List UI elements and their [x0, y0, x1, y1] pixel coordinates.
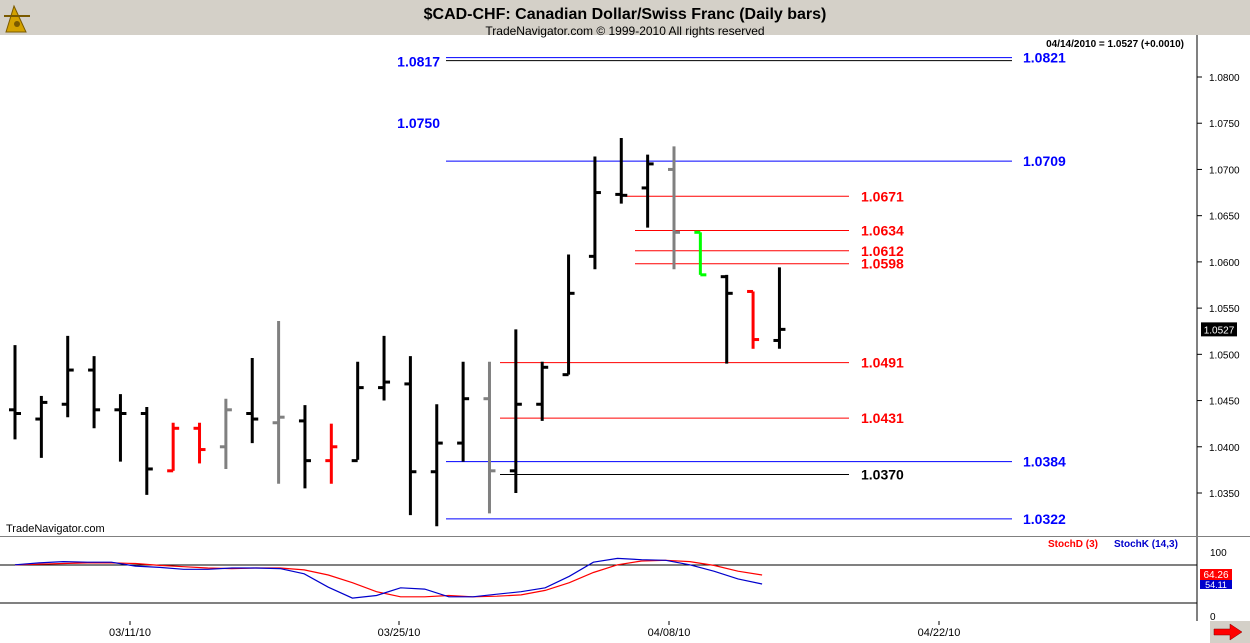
price-tick-label: 1.0800 [1209, 73, 1240, 84]
date-tick-label: 04/08/10 [648, 627, 691, 639]
date-axis-panel [0, 621, 1210, 643]
level-label: 1.0821 [1023, 50, 1066, 66]
main-panel [0, 35, 1197, 536]
level-label: 1.0384 [1023, 454, 1066, 470]
scroll-right-arrow-icon[interactable] [1210, 623, 1250, 643]
last-price-label: 1.0527 [1204, 325, 1235, 336]
level-label: 1.0370 [861, 467, 904, 483]
level-label: 1.0491 [861, 355, 904, 371]
price-tick-label: 1.0450 [1209, 397, 1240, 408]
level-label: 1.0709 [1023, 153, 1066, 169]
level-label: 1.0431 [861, 410, 904, 426]
price-tick-label: 1.0550 [1209, 304, 1240, 315]
price-bars [9, 138, 786, 527]
level-label: 1.0817 [397, 53, 440, 69]
level-label: 1.0634 [861, 222, 904, 238]
last-price-box [1201, 322, 1237, 337]
price-tick-label: 1.0750 [1209, 119, 1240, 130]
stoch-d-line [14, 559, 763, 598]
level-lines: 1.0821 1.0817 1.0750 1.0709 1.0671 1.0634 1.06… [397, 50, 1066, 527]
stoch-k-value: 54.11 [1205, 580, 1227, 590]
stoch-k-legend: StochK (14,3) [1114, 539, 1178, 550]
watermark: TradeNavigator.com [6, 523, 105, 535]
date-axis: 03/11/10 03/25/10 04/08/10 04/22/10 [109, 621, 960, 639]
stoch-tick-label: 0 [1210, 612, 1216, 623]
chart-title: $CAD-CHF: Canadian Dollar/Swiss Franc (D… [424, 6, 827, 23]
stoch-k-box [1200, 580, 1232, 589]
level-label: 1.0598 [861, 256, 904, 272]
quote-readout: 04/14/2010 = 1.0527 (+0.0010) [1046, 39, 1184, 50]
price-tick-label: 1.0600 [1209, 258, 1240, 269]
price-tick-label: 1.0350 [1209, 489, 1240, 500]
price-tick-label: 1.0700 [1209, 165, 1240, 176]
logo-icon [4, 4, 30, 33]
date-tick-label: 03/25/10 [378, 627, 421, 639]
price-tick-label: 1.0650 [1209, 212, 1240, 223]
level-label: 1.0612 [861, 243, 904, 259]
copyright-text: TradeNavigator.com © 1999-2010 All right… [485, 24, 764, 38]
stoch-d-legend: StochD (3) [1048, 539, 1098, 550]
stoch-k-line [14, 557, 763, 599]
price-axis-panel [1197, 35, 1250, 536]
level-label: 1.0671 [861, 188, 904, 204]
price-tick-label: 1.0400 [1209, 443, 1240, 454]
stoch-d-box [1200, 569, 1232, 580]
stoch-d-value: 64.26 [1203, 570, 1228, 581]
stoch-tick-label: 100 [1210, 548, 1227, 559]
level-label: 1.0322 [1023, 511, 1066, 527]
date-tick-label: 04/22/10 [918, 627, 961, 639]
level-label: 1.0750 [397, 115, 440, 131]
price-tick-label: 1.0500 [1209, 350, 1240, 361]
price-axis: 1.0350 1.0400 1.0450 1.0500 1.0550 1.0600 1.06… [1197, 73, 1240, 500]
stoch-panel [0, 537, 1197, 621]
date-tick-label: 03/11/10 [109, 627, 151, 639]
